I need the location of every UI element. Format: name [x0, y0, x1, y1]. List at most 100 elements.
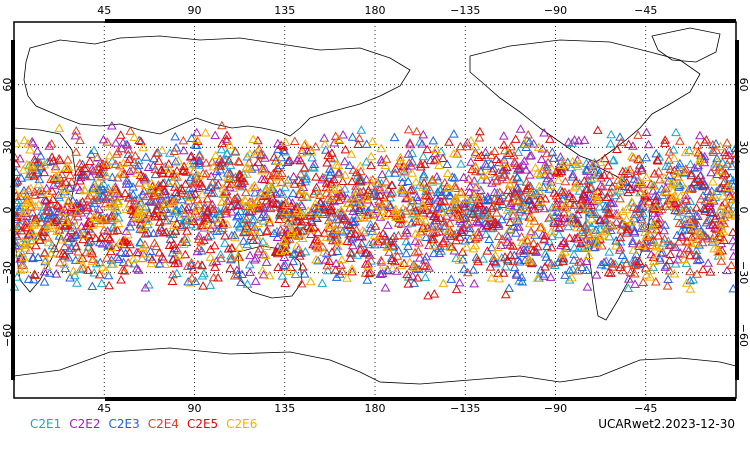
product-label: UCARwet2.2023-12-30 — [598, 417, 735, 431]
data-point-c2e5 — [226, 201, 237, 210]
data-point-c2e3 — [128, 189, 139, 199]
data-point-c2e5 — [685, 250, 695, 260]
data-point-c2e4 — [367, 174, 378, 184]
data-point-c2e6 — [469, 231, 479, 240]
data-point-c2e5 — [558, 253, 569, 262]
data-point-c2e3 — [587, 161, 598, 170]
data-point-c2e6 — [87, 220, 98, 229]
australia-outline — [237, 245, 303, 299]
data-point-c2e5 — [336, 191, 347, 200]
data-point-c2e6 — [466, 135, 476, 145]
data-point-c2e2 — [648, 186, 658, 195]
data-point-c2e1 — [364, 239, 375, 249]
data-point-c2e6 — [417, 227, 428, 236]
data-point-c2e5 — [528, 245, 539, 255]
data-point-c2e5 — [241, 221, 252, 230]
data-point-c2e6 — [261, 241, 272, 251]
data-point-c2e5 — [494, 196, 505, 206]
right-bar — [735, 40, 739, 380]
data-point-c2e3 — [332, 246, 343, 255]
data-point-c2e4 — [472, 254, 483, 264]
data-point-c2e5 — [272, 163, 283, 172]
legend-item-c2e2: C2E2 — [69, 417, 101, 431]
data-point-c2e6 — [101, 158, 112, 167]
data-point-c2e5 — [294, 251, 305, 260]
data-point-c2e5 — [36, 189, 47, 198]
data-point-c2e6 — [525, 228, 536, 237]
data-point-c2e5 — [104, 280, 114, 290]
data-point-c2e5 — [66, 225, 76, 235]
data-point-c2e4 — [337, 266, 348, 275]
data-point-c2e5 — [615, 262, 626, 272]
data-point-c2e6 — [387, 263, 398, 272]
data-point-c2e3 — [531, 247, 541, 256]
data-point-c2e5 — [607, 181, 618, 191]
data-point-c2e3 — [412, 195, 423, 205]
data-point-c2e4 — [501, 174, 512, 184]
data-point-c2e3 — [390, 168, 400, 177]
data-point-c2e6 — [133, 207, 144, 216]
data-point-c2e6 — [461, 194, 472, 203]
data-point-c2e2 — [251, 253, 261, 262]
data-point-c2e5 — [460, 201, 470, 211]
data-point-c2e4 — [514, 207, 524, 216]
data-point-c2e5 — [505, 250, 516, 259]
data-point-c2e6 — [63, 196, 73, 206]
data-point-c2e5 — [623, 139, 634, 149]
data-point-c2e6 — [320, 139, 330, 148]
top-tick-label: −90 — [544, 4, 567, 17]
data-point-c2e6 — [621, 214, 632, 223]
data-point-c2e5 — [435, 213, 446, 222]
data-point-c2e3 — [636, 163, 647, 172]
data-point-c2e6 — [194, 170, 204, 180]
data-point-c2e3 — [35, 151, 46, 160]
data-point-c2e5 — [403, 279, 414, 288]
data-point-c2e2 — [628, 141, 638, 150]
data-point-c2e6 — [26, 197, 36, 206]
data-point-c2e5 — [467, 164, 477, 174]
data-point-c2e6 — [438, 278, 449, 288]
data-point-c2e2 — [659, 225, 670, 235]
data-point-c2e6 — [413, 231, 424, 241]
data-point-c2e5 — [147, 254, 158, 264]
data-point-c2e1 — [709, 159, 720, 168]
data-point-c2e4 — [711, 224, 722, 234]
data-point-c2e5 — [234, 169, 245, 179]
data-point-c2e5 — [188, 155, 199, 165]
data-point-c2e6 — [331, 160, 342, 169]
data-point-c2e5 — [119, 266, 130, 275]
data-point-c2e5 — [622, 224, 633, 233]
data-point-c2e6 — [168, 220, 179, 230]
data-point-c2e5 — [633, 182, 644, 192]
data-point-c2e2 — [97, 239, 108, 248]
data-point-c2e6 — [581, 205, 592, 214]
data-point-c2e4 — [348, 165, 359, 174]
data-point-c2e3 — [509, 221, 519, 231]
data-point-c2e3 — [627, 221, 638, 231]
data-point-c2e5 — [29, 269, 40, 279]
data-point-c2e4 — [414, 237, 424, 247]
data-point-c2e4 — [510, 158, 521, 168]
data-point-c2e5 — [120, 188, 130, 198]
legend-item-c2e4: C2E4 — [147, 417, 179, 431]
data-point-c2e3 — [631, 249, 642, 259]
data-point-c2e6 — [536, 222, 547, 232]
data-point-c2e5 — [527, 199, 537, 209]
data-point-c2e3 — [449, 173, 460, 182]
data-point-c2e2 — [414, 253, 425, 262]
data-point-c2e4 — [664, 147, 675, 156]
data-point-c2e1 — [317, 278, 328, 287]
data-point-c2e4 — [560, 176, 571, 186]
data-point-c2e4 — [608, 258, 618, 268]
data-point-c2e6 — [617, 175, 627, 184]
data-point-c2e4 — [691, 249, 702, 259]
data-point-c2e6 — [300, 138, 311, 148]
data-point-c2e2 — [194, 155, 205, 165]
data-point-c2e5 — [70, 203, 81, 212]
data-point-c2e3 — [337, 226, 348, 236]
data-point-c2e4 — [110, 159, 121, 168]
data-point-c2e5 — [686, 170, 697, 180]
data-point-c2e3 — [514, 256, 525, 266]
data-point-c2e3 — [542, 241, 552, 250]
bottom-tick-label: −90 — [544, 402, 567, 415]
